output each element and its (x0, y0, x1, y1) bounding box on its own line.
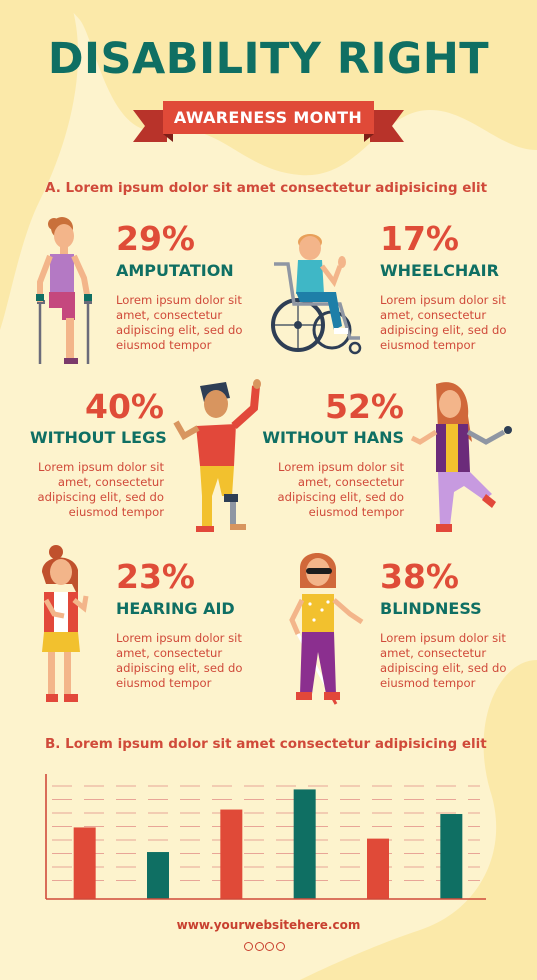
prosthetic-arm-person-illustration (410, 382, 512, 532)
chart-bars (73, 789, 463, 899)
stat-text-without-hands: Lorem ipsum dolor sit amet, consectetur … (277, 460, 404, 519)
section-b-heading: B. Lorem ipsum dolor sit amet consectetu… (45, 736, 487, 752)
chart-bar-2 (147, 852, 169, 899)
background-blob-bottom (300, 660, 537, 980)
chart-bar-1 (73, 827, 96, 899)
chart-bar-6 (440, 814, 463, 899)
footer-website[interactable]: www.yourwebsitehere.com (176, 918, 361, 932)
stat-label-amputation: AMPUTATION (116, 261, 234, 280)
stat-text-amputation: Lorem ipsum dolor sit amet, consectetur … (116, 293, 243, 352)
stat-label-without-hands: WITHOUT HANS (262, 428, 404, 447)
footer-dot (244, 942, 253, 951)
hearing-aid-person-illustration (42, 545, 89, 702)
stat-text-wheelchair: Lorem ipsum dolor sit amet, consectetur … (380, 293, 507, 352)
stat-percent-wheelchair: 17% (380, 219, 459, 258)
footer-dot (275, 942, 285, 951)
subtitle-ribbon: AWARENESS MONTH (133, 98, 404, 144)
footer-dots (244, 936, 294, 951)
footer-dot (254, 942, 264, 951)
page-title: DISABILITY RIGHT (47, 34, 490, 84)
chart-grid (52, 785, 480, 881)
amputation-person-illustration (36, 217, 92, 364)
chart-bar-5 (367, 838, 389, 899)
stat-text-hearing-aid: Lorem ipsum dolor sit amet, consectetur … (116, 631, 243, 690)
chart-bar-4 (293, 789, 316, 899)
subtitle-text: AWARENESS MONTH (173, 108, 363, 127)
stat-percent-amputation: 29% (116, 219, 195, 258)
section-a-heading: A. Lorem ipsum dolor sit amet consectetu… (45, 180, 488, 196)
stat-text-blindness: Lorem ipsum dolor sit amet, consectetur … (380, 631, 507, 690)
footer-dot (265, 942, 274, 951)
background-blob-top (0, 0, 537, 330)
stat-percent-without-hands: 52% (325, 387, 404, 426)
stat-percent-hearing-aid: 23% (116, 557, 195, 596)
chart-bar-3 (220, 809, 243, 899)
stat-text-without-legs: Lorem ipsum dolor sit amet, consectetur … (37, 460, 164, 519)
bar-chart (45, 774, 486, 900)
stat-label-hearing-aid: HEARING AID (116, 599, 235, 618)
wheelchair-person-illustration (271, 234, 362, 355)
prosthetic-leg-person-illustration (173, 379, 261, 532)
stat-percent-blindness: 38% (380, 557, 459, 596)
stat-label-without-legs: WITHOUT LEGS (30, 428, 167, 447)
stat-percent-without-legs: 40% (85, 387, 164, 426)
stat-label-blindness: BLINDNESS (380, 599, 482, 618)
blind-person-illustration (289, 553, 364, 705)
stat-label-wheelchair: WHEELCHAIR (380, 261, 499, 280)
